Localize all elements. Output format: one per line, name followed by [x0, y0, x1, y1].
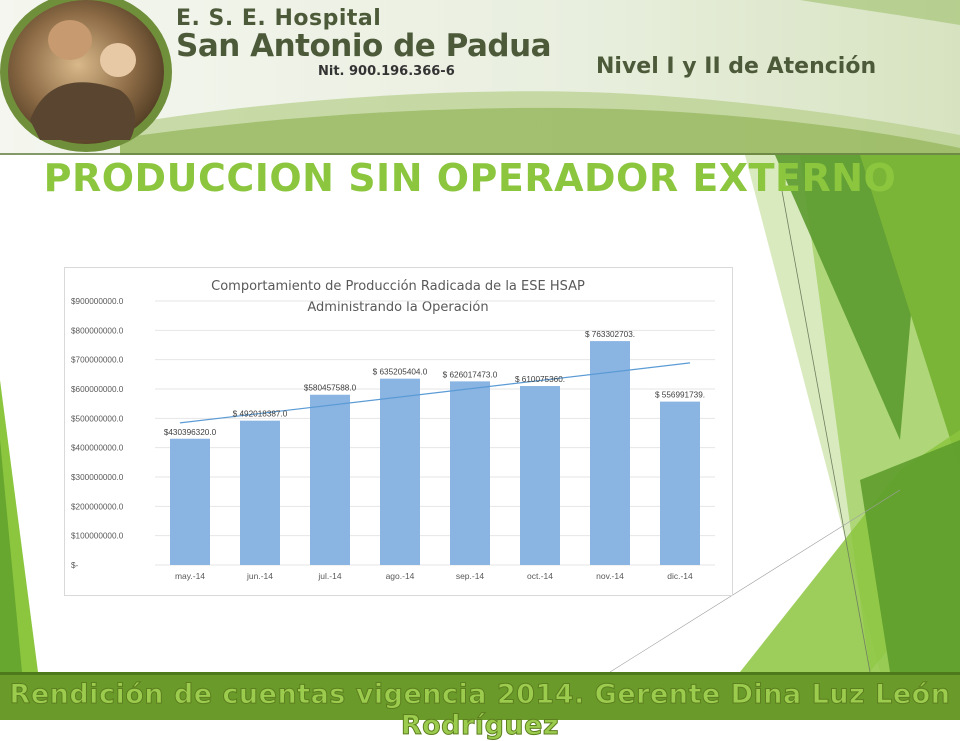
- x-tick-label: may.-14: [175, 571, 205, 581]
- bar-dic.-14: [660, 401, 700, 565]
- hospital-nit: Nit. 900.196.366-6: [318, 64, 455, 79]
- bar-sep.-14: [450, 381, 490, 565]
- data-label: $580457588.0: [304, 384, 357, 393]
- x-tick-label: sep.-14: [456, 571, 485, 581]
- background-decoration: [0, 155, 960, 720]
- header-banner: E. S. E. Hospital San Antonio de Padua N…: [0, 0, 960, 155]
- y-tick-label: $600000000.0: [71, 385, 124, 394]
- attention-level: Nivel I y II de Atención: [596, 54, 877, 79]
- hospital-logo: [0, 0, 172, 152]
- y-tick-label: $900000000.0: [71, 297, 124, 306]
- page-title: PRODUCCION SIN OPERADOR EXTERNO: [43, 156, 897, 200]
- chart-title-line1: Comportamiento de Producción Radicada de…: [211, 279, 585, 294]
- y-tick-label: $700000000.0: [71, 356, 124, 365]
- y-tick-label: $800000000.0: [71, 326, 124, 335]
- bar-jul.-14: [310, 394, 350, 565]
- data-label: $ 492018387.0: [233, 410, 288, 419]
- x-tick-label: jun.-14: [246, 571, 273, 581]
- x-tick-label: dic.-14: [667, 571, 693, 581]
- data-label: $ 610075360.: [515, 375, 565, 384]
- trend-line: [179, 362, 691, 424]
- y-tick-label: $100000000.0: [71, 532, 124, 541]
- bar-jun.-14: [240, 420, 280, 565]
- bar-nov.-14: [590, 341, 630, 565]
- data-label: $ 556991739.: [655, 391, 705, 400]
- y-tick-label: $300000000.0: [71, 473, 124, 482]
- data-label: $ 763302703.: [585, 330, 635, 339]
- x-tick-label: ago.-14: [386, 571, 415, 581]
- header-background: [0, 0, 960, 155]
- production-chart: Comportamiento de Producción Radicada de…: [64, 267, 733, 596]
- hospital-name-line1: E. S. E. Hospital: [176, 6, 382, 31]
- bar-may.-14: [170, 438, 210, 565]
- footer-caption: Rendición de cuentas vigencia 2014. Gere…: [9, 679, 951, 741]
- data-label: $ 635205404.0: [373, 368, 428, 377]
- y-tick-label: $400000000.0: [71, 444, 124, 453]
- x-tick-label: nov.-14: [596, 571, 624, 581]
- production-chart-svg: Comportamiento de Producción Radicada de…: [71, 279, 715, 581]
- y-tick-label: $-: [71, 561, 79, 570]
- x-tick-label: jul.-14: [317, 571, 341, 581]
- x-tick-label: oct.-14: [527, 571, 553, 581]
- hospital-name-line2: San Antonio de Padua: [176, 28, 552, 64]
- y-tick-label: $200000000.0: [71, 502, 124, 511]
- data-label: $ 626017473.0: [443, 370, 498, 379]
- bar-ago.-14: [380, 378, 420, 565]
- chart-title-line2: Administrando la Operación: [307, 300, 488, 315]
- y-tick-label: $500000000.0: [71, 414, 124, 423]
- data-label: $430396320.0: [164, 428, 217, 437]
- bar-oct.-14: [520, 386, 560, 565]
